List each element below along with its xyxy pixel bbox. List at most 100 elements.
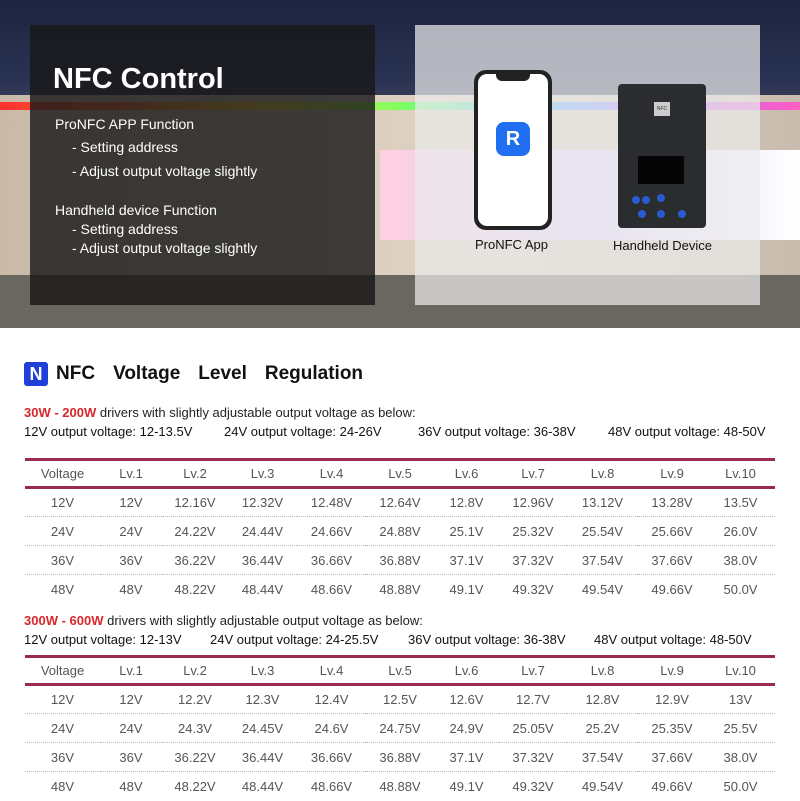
- table-cell: 26.0V: [706, 516, 775, 546]
- table-cell: 12.96V: [499, 487, 567, 517]
- column-header: Lv.8: [590, 466, 615, 481]
- table-cell: 13V: [706, 684, 775, 714]
- column-header: Lv.2: [183, 466, 207, 481]
- table-cell: 36V: [25, 742, 100, 772]
- handheld-device-image: NFC: [618, 84, 706, 228]
- table-cell: 24.9V: [434, 713, 499, 743]
- table-cell: 12.3V: [228, 684, 297, 714]
- table-cell: 24.88V: [366, 516, 434, 546]
- table-cell: 48.66V: [310, 581, 353, 597]
- table2-specs: 12V output voltage: 12-13V 24V output vol…: [24, 632, 752, 647]
- table-cell: 12.48V: [297, 487, 366, 517]
- table-cell: 12.8V: [434, 487, 499, 517]
- column-header: Lv.6: [454, 663, 479, 678]
- table-cell: 48.66V: [310, 778, 353, 794]
- table-cell: 25.32V: [499, 516, 567, 546]
- function-panel: [30, 25, 375, 305]
- app-function-item: - Setting address: [72, 139, 178, 155]
- table-cell: 38.0V: [706, 742, 775, 772]
- table-cell: 12.8V: [567, 684, 638, 714]
- voltage-table-300-600w: Voltage Lv.1 Lv.2 Lv.3 Lv.4 Lv.5 Lv.6 Lv.7 Lv.8 L…: [25, 655, 775, 801]
- table-header-row: Voltage Lv.1 Lv.2 Lv.3 Lv.4 Lv.5 Lv.6 Lv.7 Lv.8 L…: [25, 656, 775, 685]
- table-cell: 24.22V: [162, 516, 228, 546]
- device-function-item: - Adjust output voltage slightly: [72, 240, 258, 256]
- table-row: 36V 36V 36.22V 36.44V 36.66V 36.88V 37.1V 37.32…: [25, 742, 775, 772]
- table-cell: 49.1V: [449, 581, 484, 597]
- table-cell: 48V: [119, 778, 143, 794]
- table1-specs: 12V output voltage: 12-13.5V 24V output v…: [24, 424, 766, 439]
- column-header: Lv.8: [590, 663, 615, 678]
- table-row: 36V 36V 36.22V 36.44V 36.66V 36.88V 37.1V 37.32…: [25, 545, 775, 575]
- table-cell: 36.44V: [228, 545, 297, 575]
- column-header: Lv.7: [521, 663, 545, 678]
- table-cell: 48.22V: [174, 778, 216, 794]
- device-function-heading: Handheld device Function: [55, 202, 217, 218]
- column-header: Lv.4: [319, 663, 344, 678]
- table-cell: 12.32V: [228, 487, 297, 517]
- table-cell: 50.0V: [723, 581, 758, 597]
- table-cell: 12.9V: [638, 684, 706, 714]
- table-cell: 24.6V: [297, 713, 366, 743]
- table-cell: 25.54V: [567, 516, 638, 546]
- led-strip: [0, 102, 800, 110]
- table-cell: 12V: [25, 684, 100, 714]
- table-row: 12V 12V 12.2V 12.3V 12.4V 12.5V 12.6V 12.7V 12.8…: [25, 684, 775, 714]
- table-cell: 37.54V: [567, 545, 638, 575]
- devices-panel: [415, 25, 760, 305]
- table-cell: 49.54V: [581, 778, 624, 794]
- table-cell: 49.32V: [512, 778, 554, 794]
- column-header: Lv.9: [660, 663, 684, 678]
- table-cell: 36.44V: [228, 742, 297, 772]
- table-cell: 36.22V: [162, 742, 228, 772]
- table-cell: 12.16V: [162, 487, 228, 517]
- table-cell: 48V: [50, 581, 75, 597]
- app-label: ProNFC App: [475, 237, 548, 252]
- table-cell: 36.88V: [366, 545, 434, 575]
- table-cell: 25.35V: [638, 713, 706, 743]
- table-cell: 48V: [50, 778, 75, 794]
- table-cell: 48.44V: [241, 581, 284, 597]
- column-header: Lv.7: [521, 466, 545, 481]
- table-row: 48V 48V 48.22V 48.44V 48.66V 48.88V 49.1V 49.32…: [25, 772, 775, 801]
- column-header: Lv.5: [388, 466, 412, 481]
- column-header: Lv.10: [725, 663, 756, 678]
- column-header: Lv.3: [250, 466, 275, 481]
- table-cell: 25.5V: [706, 713, 775, 743]
- table-cell: 37.1V: [434, 545, 499, 575]
- table-cell: 49.32V: [512, 581, 554, 597]
- device-function-item: - Setting address: [72, 221, 178, 237]
- table-row: 12V 12V 12.16V 12.32V 12.48V 12.64V 12.8V 12.96…: [25, 487, 775, 517]
- table-cell: 12.4V: [297, 684, 366, 714]
- table-cell: 13.5V: [706, 487, 775, 517]
- table-cell: 36V: [25, 545, 100, 575]
- nfc-logo-icon: N: [24, 362, 48, 386]
- table-cell: 37.66V: [638, 742, 706, 772]
- table-cell: 12.7V: [499, 684, 567, 714]
- table-cell: 24.75V: [366, 713, 434, 743]
- column-header: Lv.1: [119, 466, 143, 481]
- table-cell: 36.66V: [297, 545, 366, 575]
- table-cell: 37.66V: [638, 545, 706, 575]
- device-screen: [638, 156, 684, 184]
- table-header-row: Voltage Lv.1 Lv.2 Lv.3 Lv.4 Lv.5 Lv.6 Lv.7 Lv.8 L…: [25, 459, 775, 488]
- table-cell: 36.66V: [297, 742, 366, 772]
- table-row: 24V 24V 24.22V 24.44V 24.66V 24.88V 25.1V 25.32…: [25, 516, 775, 546]
- table-cell: 50.0V: [723, 778, 758, 794]
- table-cell: 12.2V: [162, 684, 228, 714]
- column-header: Voltage: [40, 466, 85, 481]
- voltage-table-30-200w: Voltage Lv.1 Lv.2 Lv.3 Lv.4 Lv.5 Lv.6 Lv.7 Lv.8 L…: [25, 458, 775, 604]
- banner-title: NFC Control: [53, 63, 224, 95]
- table-cell: 36V: [100, 742, 162, 772]
- table-cell: 24V: [25, 713, 100, 743]
- table-cell: 12V: [100, 684, 162, 714]
- table-cell: 36V: [100, 545, 162, 575]
- pronfc-app-icon: R: [496, 122, 530, 156]
- column-header: Lv.9: [660, 466, 684, 481]
- table-cell: 12V: [100, 487, 162, 517]
- table-cell: 48.88V: [379, 778, 421, 794]
- table-cell: 13.28V: [638, 487, 706, 517]
- table-cell: 24.3V: [162, 713, 228, 743]
- column-header: Lv.10: [725, 466, 756, 481]
- table-cell: 48V: [119, 581, 143, 597]
- table-cell: 24.66V: [297, 516, 366, 546]
